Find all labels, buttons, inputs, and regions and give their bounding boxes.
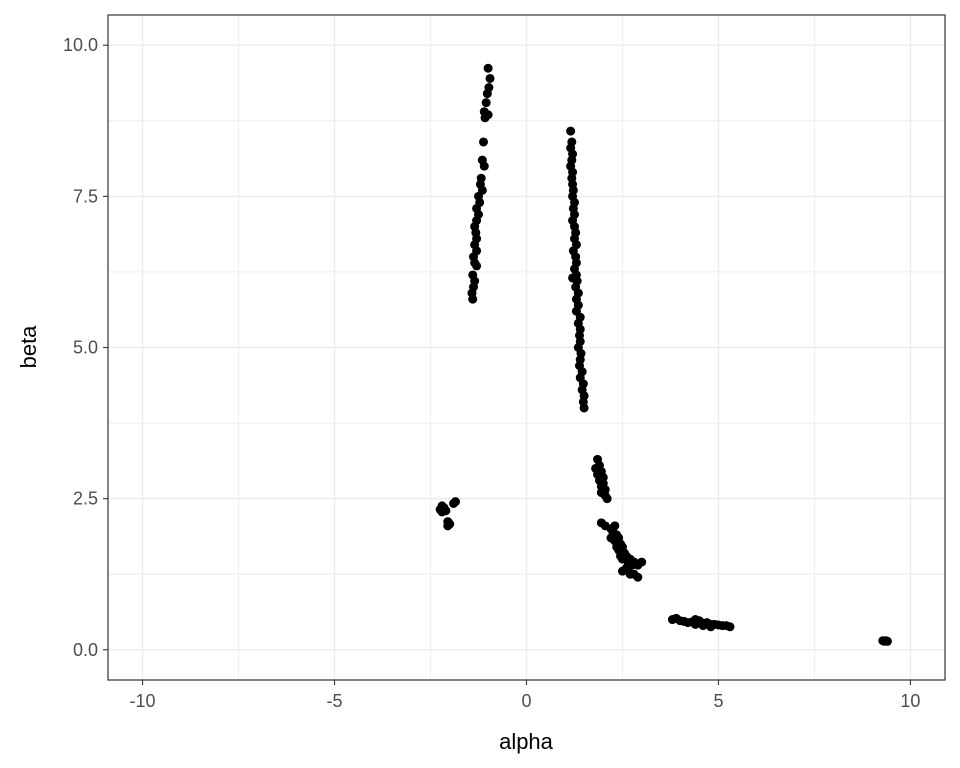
y-tick-label: 7.5 — [73, 186, 98, 206]
data-point — [483, 63, 493, 73]
data-point — [602, 494, 612, 504]
data-point — [725, 622, 735, 632]
data-point — [441, 506, 451, 516]
y-tick-label: 5.0 — [73, 338, 98, 358]
data-point — [468, 294, 478, 304]
x-tick-label: 5 — [713, 691, 723, 711]
data-point — [481, 98, 491, 108]
data-point — [698, 621, 708, 631]
data-point — [485, 73, 495, 83]
data-point — [882, 636, 892, 646]
data-point — [449, 498, 459, 508]
x-tick-label: 0 — [521, 691, 531, 711]
x-tick-label: -10 — [130, 691, 156, 711]
x-axis-ticks: -10 -5 0 5 10 — [130, 680, 920, 711]
x-tick-label: 10 — [900, 691, 920, 711]
y-axis-ticks: 0.0 2.5 5.0 7.5 10.0 — [63, 35, 108, 660]
y-tick-label: 2.5 — [73, 489, 98, 509]
x-tick-label: -5 — [327, 691, 343, 711]
data-point — [706, 622, 716, 632]
data-point — [579, 403, 589, 413]
data-point — [690, 619, 700, 629]
data-points — [435, 63, 892, 646]
y-axis-title: beta — [16, 325, 41, 369]
data-point — [625, 569, 635, 579]
data-point — [566, 126, 576, 136]
data-point — [443, 521, 453, 531]
x-axis-title: alpha — [499, 729, 554, 754]
data-point — [478, 137, 488, 147]
data-point — [480, 113, 490, 123]
data-point — [482, 89, 492, 99]
data-point — [479, 161, 489, 171]
y-tick-label: 10.0 — [63, 35, 98, 55]
major-gridlines — [108, 15, 945, 680]
data-point — [633, 560, 643, 570]
data-point — [472, 261, 482, 271]
data-point — [633, 572, 643, 582]
y-tick-label: 0.0 — [73, 640, 98, 660]
